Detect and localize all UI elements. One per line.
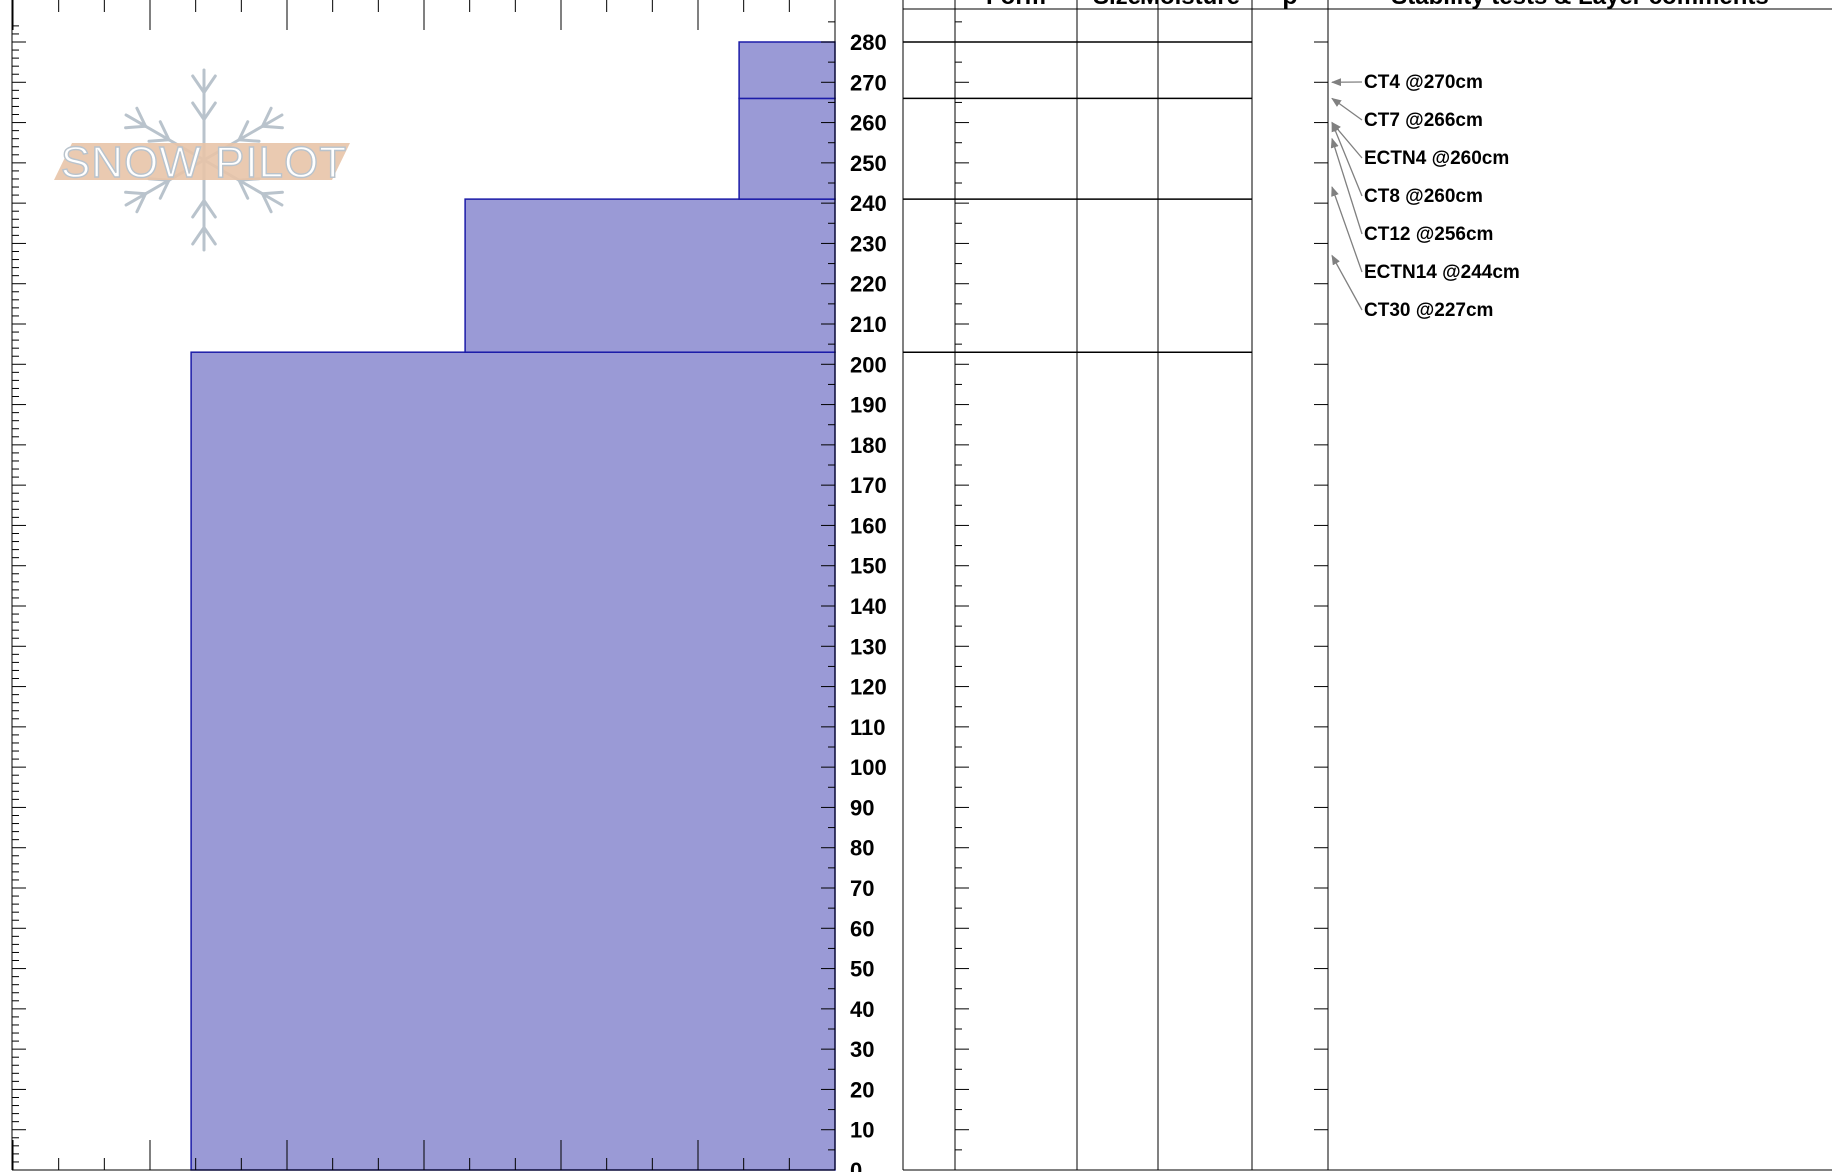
depth-tick-label: 70 [850, 876, 874, 901]
depth-tick-label: 280 [850, 30, 887, 55]
snowflake-branch [260, 106, 273, 128]
snowflake-branch [191, 74, 206, 94]
stability-arrow [1330, 137, 1363, 235]
depth-tick-label: 180 [850, 433, 887, 458]
depth-tick-label: 250 [850, 151, 887, 176]
snowflake-branch [135, 192, 148, 214]
depth-tick-label: 60 [850, 916, 874, 941]
snowflake-branch [202, 199, 217, 219]
snowflake-branch [124, 124, 148, 130]
snowflake-branch [147, 138, 171, 143]
snowflake-branch [135, 106, 148, 128]
snowflake-branch [124, 190, 148, 196]
depth-tick-label: 20 [850, 1077, 874, 1102]
stability-annotations: CT4 @270cm CT7 @266cm ECTN4 @260cm CT8 @260… [1330, 72, 1520, 321]
depth-tick-label: 160 [850, 513, 887, 538]
hardness-bar [738, 97, 836, 200]
depth-tick-label: 210 [850, 312, 887, 337]
depth-tick-label: 100 [850, 755, 887, 780]
depth-tick-label: 110 [850, 715, 886, 740]
depth-tick-label: 270 [850, 70, 887, 95]
depth-tick-label: 10 [850, 1118, 874, 1143]
table-header-1: Size [1093, 0, 1141, 10]
table-header-2: Moisture [1140, 0, 1240, 10]
stability-arrow [1331, 121, 1363, 197]
snowflake-branch [202, 74, 217, 94]
stability-label: CT4 @270cm [1364, 72, 1483, 93]
depth-tick-label: 200 [850, 352, 887, 377]
plot-frame [11, 0, 836, 1171]
depth-tick-label: 230 [850, 231, 887, 256]
depth-tick-label: 190 [850, 393, 887, 418]
snowflake-branch [260, 124, 284, 130]
snowflake-branch [260, 190, 284, 196]
depth-tick-label: 130 [850, 634, 887, 659]
stability-label: CT12 @256cm [1364, 224, 1493, 245]
snowflake-branch [191, 199, 206, 219]
depth-tick-label: 150 [850, 554, 887, 579]
depth-tick-label: 90 [850, 795, 874, 820]
stability-label: CT30 @227cm [1364, 300, 1493, 321]
layer-table: Form SizeMoisture ρ Stability tests & Layer… [902, 0, 1832, 1171]
hardness-bar [464, 198, 836, 353]
snowflake-branch [191, 101, 206, 121]
depth-tick-label: 140 [850, 594, 887, 619]
stability-label: ECTN4 @260cm [1364, 148, 1509, 169]
depth-tick-label: 40 [850, 997, 874, 1022]
stability-label: CT8 @260cm [1364, 186, 1483, 207]
depth-axis: 0 10 20 30 40 50 60 70 80 90 100 110 120 130 140 150 160… [12, 0, 887, 1172]
stability-arrow [1331, 97, 1363, 121]
hardness-bar [738, 41, 836, 100]
table-header-3: ρ [1283, 0, 1298, 10]
snowflake-branch [158, 178, 171, 200]
hardness-bar [190, 351, 836, 1171]
table-header-4: Stability tests & Layer comments [1391, 0, 1768, 10]
depth-tick-label: 50 [850, 957, 874, 982]
hardness-bars [190, 41, 836, 1171]
depth-tick-label: 30 [850, 1037, 874, 1062]
logo-banner [54, 143, 350, 180]
depth-tick-label: 260 [850, 111, 887, 136]
snowflake-branch [237, 138, 261, 143]
snowflake-branch [202, 101, 217, 121]
depth-tick-label: 220 [850, 272, 887, 297]
table-header-0: Form [986, 0, 1046, 10]
stability-label: ECTN14 @244cm [1364, 262, 1520, 283]
snowflake-branch [237, 120, 250, 142]
depth-tick-label: 120 [850, 675, 887, 700]
depth-tick-label: 80 [850, 836, 874, 861]
snow-pilot-logo: SNOW PILOT [54, 68, 350, 252]
snowflake-branch [260, 192, 273, 214]
depth-tick-label: 0 [850, 1158, 862, 1172]
stability-arrow [1331, 254, 1363, 311]
depth-tick-label: 170 [850, 473, 887, 498]
stability-arrow [1331, 186, 1363, 273]
logo-text: SNOW PILOT [61, 138, 347, 187]
snowflake-branch [202, 226, 217, 246]
stability-label: CT7 @266cm [1364, 110, 1483, 131]
snowflake-branch [158, 120, 171, 142]
depth-tick-label: 240 [850, 191, 887, 216]
snowflake-branch [191, 226, 206, 246]
snowflake-branch [237, 178, 250, 200]
